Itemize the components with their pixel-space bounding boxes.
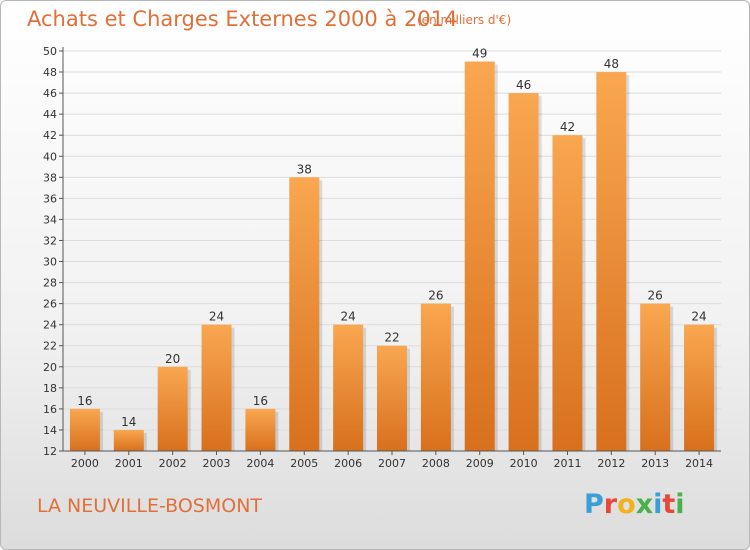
y-tick-label: 24 xyxy=(43,319,57,332)
bar xyxy=(245,408,276,451)
data-label: 14 xyxy=(121,415,136,429)
y-tick-label: 38 xyxy=(43,171,57,184)
logo-letter: x xyxy=(635,489,654,520)
data-label: 48 xyxy=(604,57,619,71)
x-tick-label: 2007 xyxy=(378,457,406,470)
x-tick-label: 2000 xyxy=(71,457,99,470)
bar xyxy=(157,366,188,451)
y-tick-label: 40 xyxy=(43,150,57,163)
data-label: 16 xyxy=(77,394,92,408)
data-label: 20 xyxy=(165,352,180,366)
y-tick-label: 12 xyxy=(43,445,57,458)
x-tick-label: 2005 xyxy=(290,457,318,470)
y-tick-label: 14 xyxy=(43,424,57,437)
data-label: 24 xyxy=(340,310,355,324)
y-tick-label: 34 xyxy=(43,213,57,226)
bar xyxy=(464,61,495,452)
x-tick-label: 2001 xyxy=(115,457,143,470)
y-tick-label: 28 xyxy=(43,277,57,290)
x-tick-label: 2006 xyxy=(334,457,362,470)
y-tick-label: 50 xyxy=(43,45,57,58)
data-label: 38 xyxy=(297,162,312,176)
bar xyxy=(377,345,407,451)
y-tick-label: 16 xyxy=(43,403,57,416)
data-label: 16 xyxy=(253,394,268,408)
bar xyxy=(333,324,364,451)
y-tick-label: 48 xyxy=(43,66,57,79)
data-label: 22 xyxy=(384,331,399,345)
logo-letter: o xyxy=(617,489,636,520)
x-tick-label: 2009 xyxy=(466,457,494,470)
y-tick-label: 32 xyxy=(43,234,57,247)
chart-unit: (en milliers d'€) xyxy=(417,13,512,27)
commune-name: LA NEUVILLE-BOSMONT xyxy=(37,495,263,517)
x-tick-label: 2013 xyxy=(641,457,669,470)
data-label: 49 xyxy=(472,47,487,61)
bar xyxy=(684,324,715,451)
x-tick-label: 2004 xyxy=(246,457,274,470)
data-label: 26 xyxy=(648,289,663,303)
x-tick-label: 2008 xyxy=(422,457,450,470)
y-tick-label: 18 xyxy=(43,382,57,395)
y-tick-label: 26 xyxy=(43,298,57,311)
data-label: 26 xyxy=(428,289,443,303)
bar xyxy=(69,408,100,451)
y-tick-label: 42 xyxy=(43,129,57,142)
bar xyxy=(289,177,320,451)
bar xyxy=(508,93,539,452)
data-label: 46 xyxy=(516,78,531,92)
x-tick-label: 2012 xyxy=(597,457,625,470)
proxiti-logo: Proxiti xyxy=(584,489,685,520)
x-tick-label: 2010 xyxy=(510,457,538,470)
data-label: 24 xyxy=(209,310,224,324)
bar xyxy=(420,303,451,451)
bar xyxy=(552,135,583,452)
logo-letter: i xyxy=(675,489,685,520)
data-label: 24 xyxy=(691,310,706,324)
x-tick-label: 2014 xyxy=(685,457,713,470)
bar xyxy=(596,72,627,451)
y-tick-label: 20 xyxy=(43,361,57,374)
bar xyxy=(201,324,232,451)
chart-title: Achats et Charges Externes 2000 à 2014 xyxy=(27,7,458,31)
bar xyxy=(640,303,671,451)
y-tick-label: 44 xyxy=(43,108,57,121)
bar xyxy=(113,429,144,451)
y-tick-label: 46 xyxy=(43,87,57,100)
x-tick-label: 2011 xyxy=(553,457,581,470)
x-tick-label: 2003 xyxy=(203,457,231,470)
logo-letter: P xyxy=(584,489,604,520)
y-tick-label: 22 xyxy=(43,340,57,353)
data-label: 42 xyxy=(560,120,575,134)
logo-letter: t xyxy=(662,489,676,520)
logo-letter: i xyxy=(653,489,663,520)
logo-letter: r xyxy=(603,489,618,520)
y-tick-label: 36 xyxy=(43,192,57,205)
x-tick-label: 2002 xyxy=(159,457,187,470)
y-tick-label: 30 xyxy=(43,256,57,269)
